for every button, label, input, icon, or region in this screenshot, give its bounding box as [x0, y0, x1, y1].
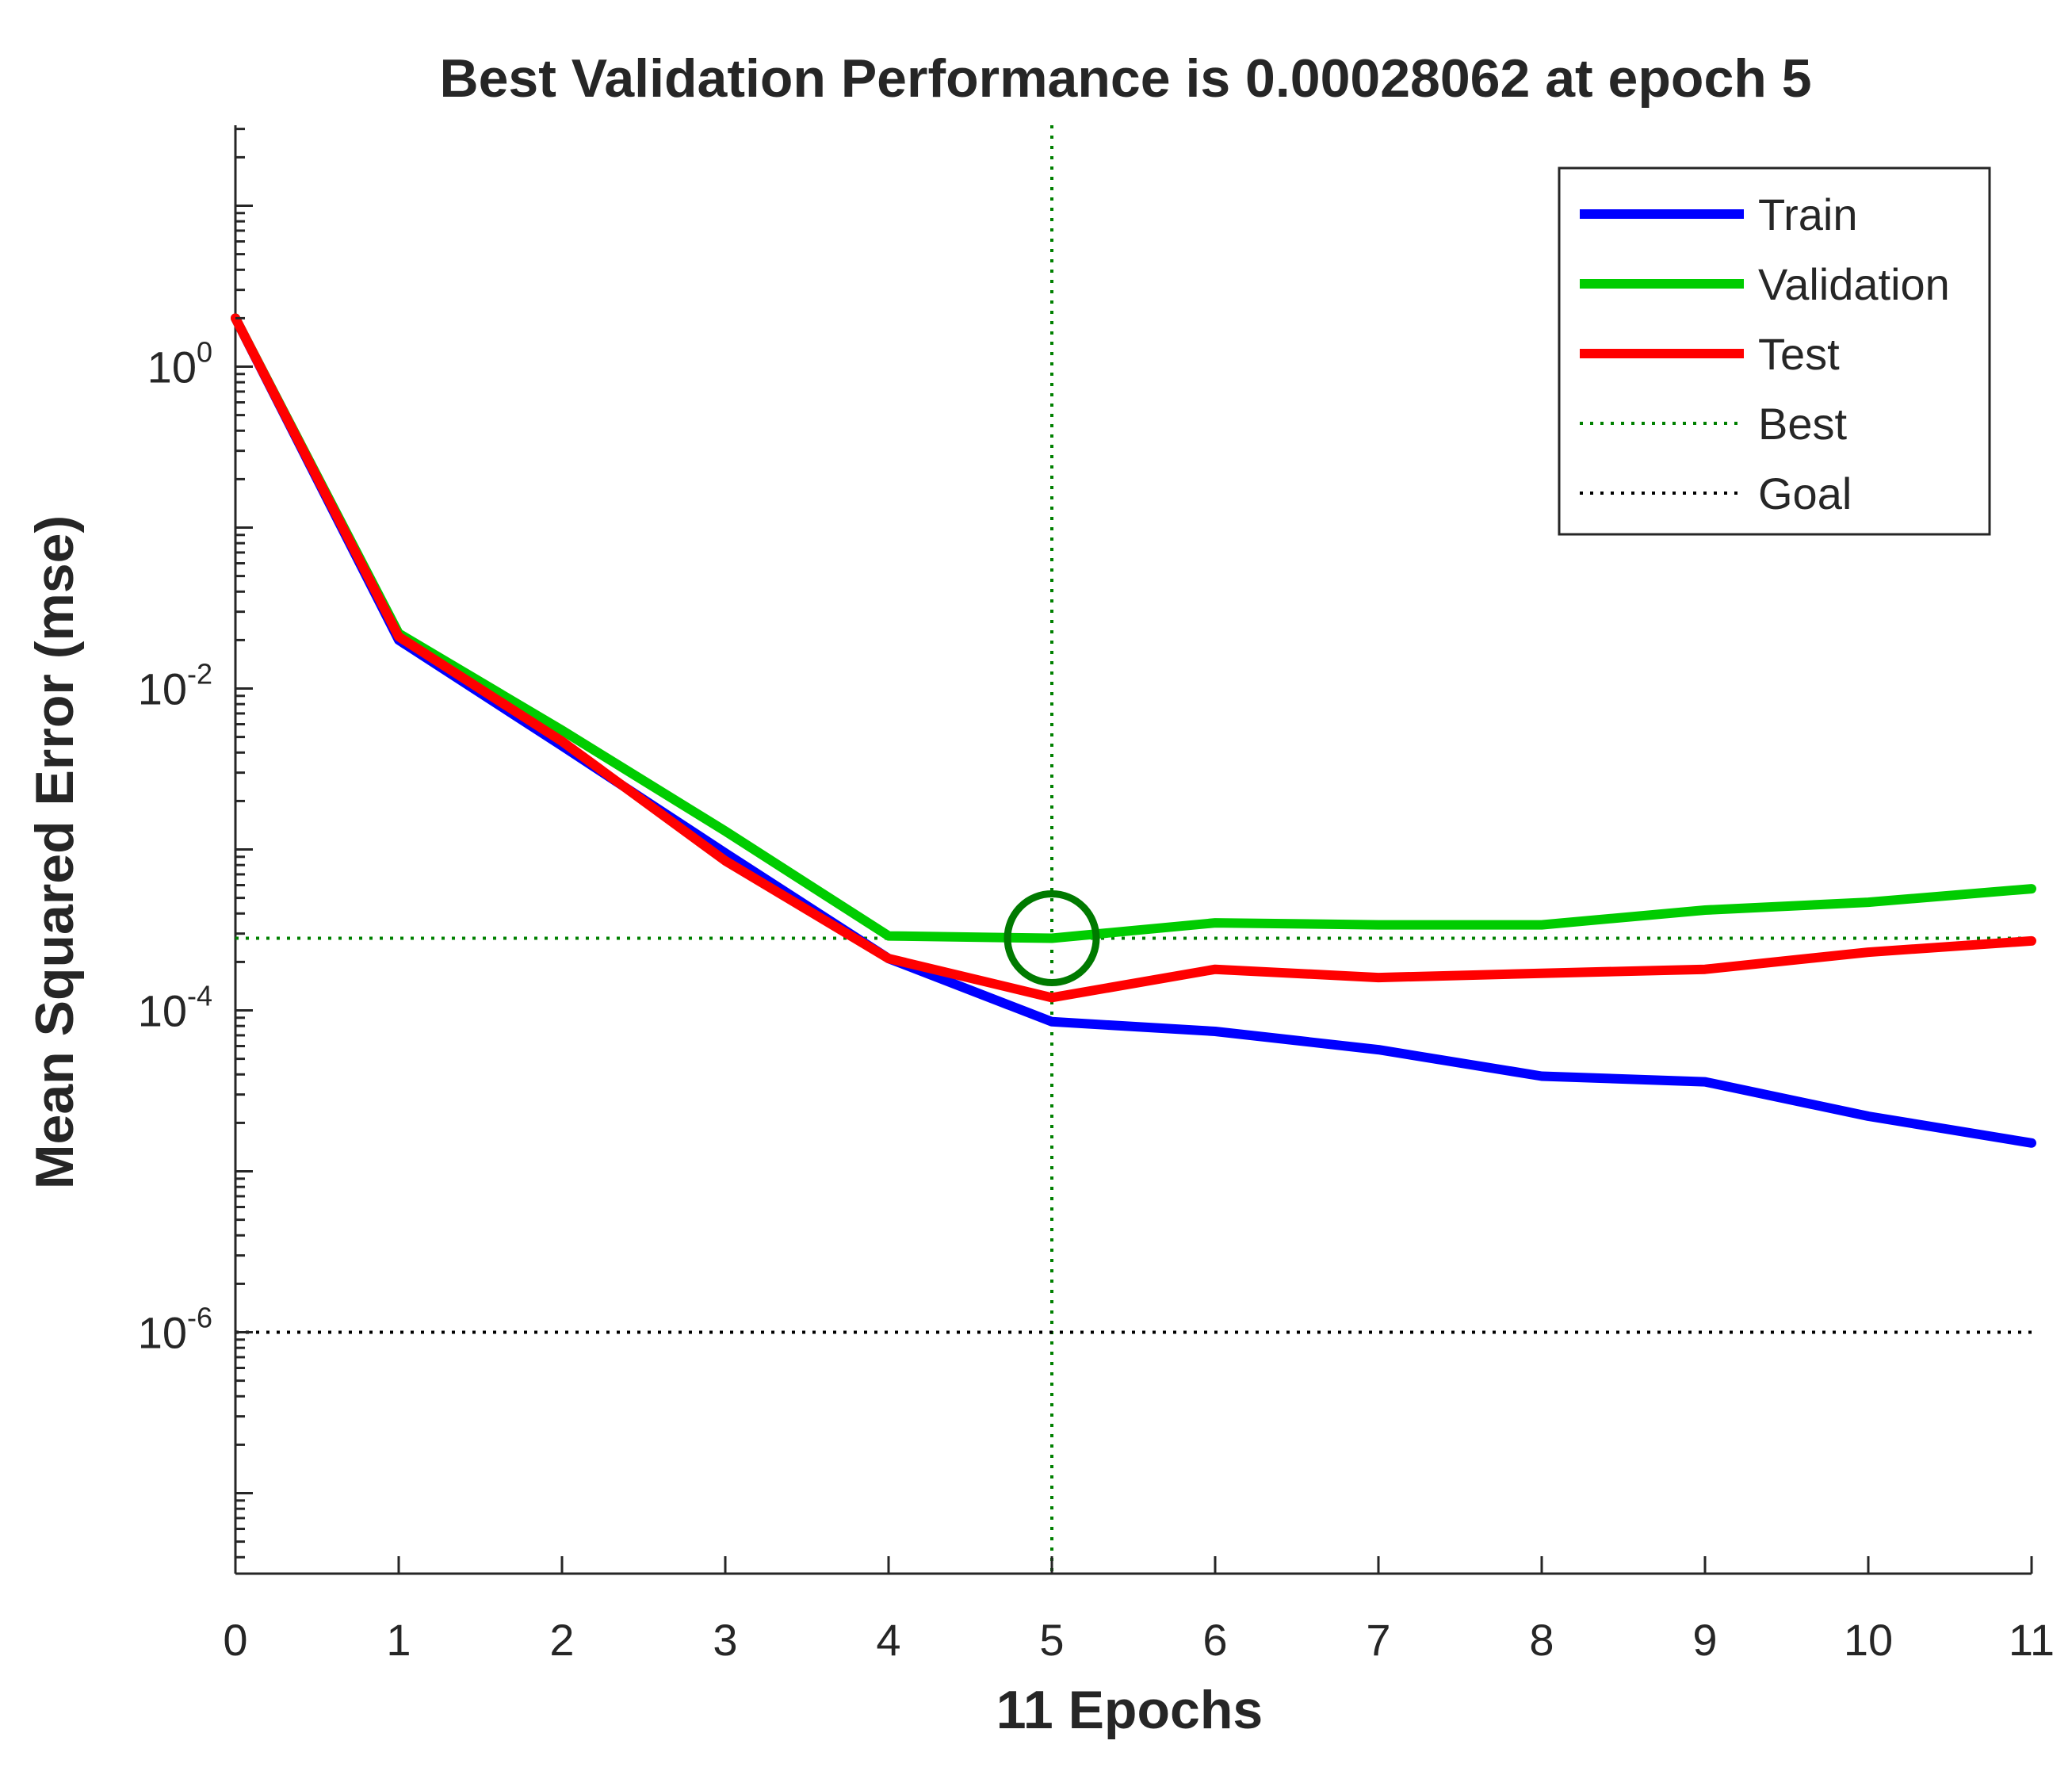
y-tick-label: 10-2: [138, 658, 212, 714]
x-tick-label: 11: [2009, 1615, 2055, 1665]
legend-label-validation: Validation: [1758, 259, 1950, 309]
x-tick-label: 1: [386, 1615, 411, 1665]
series-layer: [231, 313, 2036, 1148]
x-tick-label: 3: [713, 1615, 737, 1665]
legend-label-goal: Goal: [1758, 469, 1852, 518]
x-tick-label: 0: [223, 1615, 247, 1665]
x-tick-label: 9: [1692, 1615, 1717, 1665]
series-line-validation: [231, 313, 2036, 943]
legend: Train Validation Test Best Goal: [1558, 166, 1991, 536]
y-tick-label: 100: [147, 336, 212, 392]
legend-label-test: Test: [1758, 329, 1840, 379]
reference-lines: [235, 125, 2032, 1574]
x-axis-label: 11 Epochs: [996, 1680, 1263, 1740]
series-line-test: [231, 313, 2036, 1003]
chart-title: Best Validation Performance is 0.0002806…: [439, 48, 1811, 109]
x-tick-label: 5: [1039, 1615, 1064, 1665]
y-tick-label: 10-4: [138, 980, 212, 1036]
best-marker-layer: [1004, 890, 1100, 987]
x-tick-label: 4: [876, 1615, 900, 1665]
y-tick-label: 10-6: [138, 1302, 212, 1358]
y-axis-ticks: 100 10-2 10-4 10-6: [138, 128, 253, 1559]
y-axis-label: Mean Squared Error (mse): [25, 515, 85, 1189]
legend-label-train: Train: [1758, 189, 1858, 239]
x-axis-ticks: 0 1 2 3 4 5 6 7 8 9 10 11: [223, 1556, 2055, 1665]
x-tick-label: 6: [1202, 1615, 1227, 1665]
x-tick-label: 10: [1844, 1615, 1893, 1665]
best-marker-circle: [1004, 890, 1100, 987]
x-tick-label: 2: [549, 1615, 574, 1665]
x-tick-label: 8: [1529, 1615, 1554, 1665]
legend-label-best: Best: [1758, 399, 1847, 449]
x-tick-label: 7: [1366, 1615, 1390, 1665]
